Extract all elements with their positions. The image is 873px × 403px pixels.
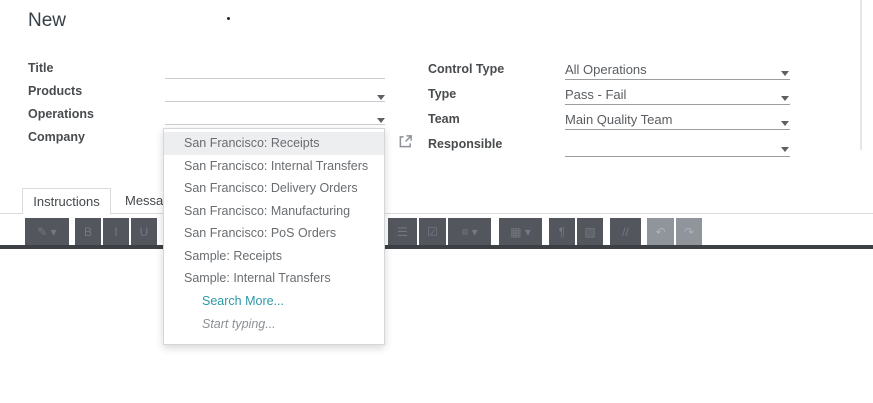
dropdown-option[interactable]: San Francisco: Manufacturing bbox=[184, 203, 351, 218]
operations-dropdown-caret-icon[interactable] bbox=[377, 118, 385, 123]
toolbar-italic-icon[interactable]: I bbox=[103, 218, 129, 245]
toolbar-redo-icon[interactable]: ↷ bbox=[676, 218, 702, 245]
toolbar-code-icon[interactable]: // bbox=[610, 218, 641, 245]
dropdown-search-more[interactable]: Search More... bbox=[202, 293, 284, 308]
toolbar-style-brush-dropdown-icon[interactable]: ✎ ▾ bbox=[25, 218, 69, 245]
toolbar-underline-icon[interactable]: U bbox=[131, 218, 157, 245]
products-dropdown-caret-icon[interactable] bbox=[377, 95, 385, 100]
team-label: Team bbox=[428, 112, 460, 126]
type-input[interactable] bbox=[565, 104, 790, 105]
operations-label: Operations bbox=[28, 107, 94, 121]
team-value[interactable]: Main Quality Team bbox=[565, 112, 673, 127]
responsible-caret-icon[interactable] bbox=[781, 147, 789, 152]
products-label: Products bbox=[28, 84, 83, 98]
dropdown-option[interactable]: San Francisco: Internal Transfers bbox=[184, 158, 369, 173]
tab-instructions-label: Instructions bbox=[33, 194, 100, 209]
company-label: Company bbox=[28, 130, 85, 144]
toolbar-table-dropdown-icon[interactable]: ▦ ▾ bbox=[499, 218, 542, 245]
dropdown-option[interactable]: Sample: Receipts bbox=[184, 248, 282, 263]
control-type-value[interactable]: All Operations bbox=[565, 62, 647, 77]
title-input[interactable] bbox=[165, 78, 385, 79]
operations-input[interactable] bbox=[165, 124, 385, 125]
dropdown-start-typing-hint: Start typing... bbox=[202, 316, 276, 331]
type-caret-icon[interactable] bbox=[781, 96, 789, 101]
page-title: New bbox=[28, 10, 67, 31]
toolbar-undo-icon[interactable]: ↶ bbox=[647, 218, 674, 245]
products-input[interactable] bbox=[165, 101, 385, 102]
dropdown-option[interactable]: Sample: Internal Transfers bbox=[184, 271, 331, 285]
toolbar-paragraph-icon[interactable]: ¶ bbox=[549, 218, 575, 245]
toolbar-unordered-list-icon[interactable]: ☰ bbox=[388, 218, 417, 245]
team-input[interactable] bbox=[565, 129, 790, 130]
dropdown-option[interactable]: San Francisco: Receipts bbox=[164, 132, 384, 155]
responsible-label: Responsible bbox=[428, 137, 503, 151]
dropdown-option[interactable]: San Francisco: Delivery Orders bbox=[184, 181, 358, 195]
operations-dropdown-menu: San Francisco: Receipts San Francisco: I… bbox=[163, 128, 385, 345]
control-type-caret-icon[interactable] bbox=[781, 71, 789, 76]
panel-divider bbox=[860, 0, 862, 150]
toolbar-text-align-dropdown-icon[interactable]: ≡ ▾ bbox=[448, 218, 491, 245]
tab-instructions[interactable]: Instructions bbox=[22, 188, 111, 214]
control-type-label: Control Type bbox=[428, 62, 505, 76]
type-label: Type bbox=[428, 87, 457, 101]
toolbar-bottom-border bbox=[0, 245, 873, 249]
toolbar-image-icon[interactable]: ▨ bbox=[577, 218, 603, 245]
toolbar-bold-icon[interactable]: B bbox=[75, 218, 101, 245]
team-caret-icon[interactable] bbox=[781, 121, 789, 126]
title-label: Title bbox=[28, 61, 54, 75]
type-value[interactable]: Pass - Fail bbox=[565, 87, 627, 102]
tabs-underline bbox=[0, 213, 873, 214]
control-type-input[interactable] bbox=[565, 79, 790, 80]
cursor-dot bbox=[227, 17, 230, 20]
dropdown-option[interactable]: San Francisco: PoS Orders bbox=[184, 226, 337, 240]
responsible-input[interactable] bbox=[565, 156, 790, 157]
toolbar-checklist-icon[interactable]: ☑ bbox=[419, 218, 446, 245]
company-external-link-icon[interactable] bbox=[398, 134, 413, 149]
